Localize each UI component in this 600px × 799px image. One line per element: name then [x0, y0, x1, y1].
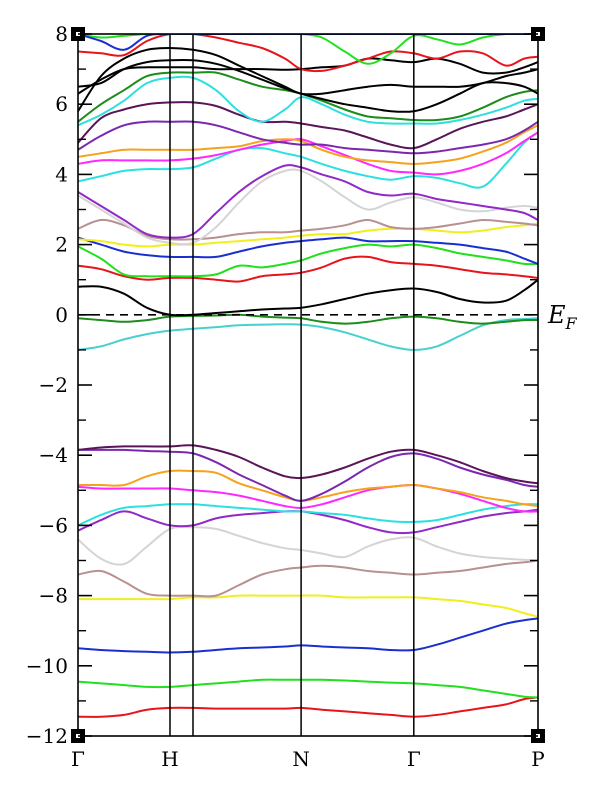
band-line-21	[78, 168, 538, 246]
band-line-19	[78, 222, 538, 248]
band-line-2	[78, 678, 538, 699]
fermi-level-label: EF	[547, 301, 578, 333]
ytick-label-2: 4	[55, 162, 68, 186]
kpoint-label-2: N	[292, 747, 310, 771]
band-line-24	[78, 131, 538, 176]
band-line-1	[78, 696, 538, 718]
band-line-18	[78, 236, 538, 265]
kpoint-label-1: H	[161, 747, 178, 771]
ytick-label-3: 2	[55, 233, 68, 257]
ytick-label-7: −6	[39, 513, 68, 537]
band-line-12	[78, 444, 538, 485]
band-line-3	[78, 617, 538, 654]
band-line-27	[78, 101, 538, 150]
band-line-28	[78, 75, 538, 127]
kpoint-label-0: Γ	[71, 747, 85, 771]
band-line-15	[78, 278, 538, 317]
ytick-label-1: 6	[55, 92, 68, 116]
band-line-34	[78, 34, 538, 65]
band-line-5	[78, 559, 538, 598]
band-lines	[78, 34, 538, 718]
band-line-10	[78, 469, 538, 508]
band-line-31	[78, 46, 538, 112]
band-line-20	[78, 218, 538, 241]
band-line-22	[78, 164, 538, 239]
kpoint-label-3: Γ	[407, 747, 421, 771]
band-line-4	[78, 594, 538, 618]
fermi-label-sub: F	[565, 314, 578, 333]
band-line-6	[78, 525, 538, 566]
ytick-label-10: −12	[26, 724, 68, 748]
fermi-label-main: E	[547, 301, 566, 329]
band-line-13	[78, 317, 538, 351]
band-line-33	[78, 34, 538, 73]
band-line-8	[78, 503, 538, 527]
axis-ticks	[78, 33, 538, 737]
band-line-11	[78, 448, 538, 502]
high-symmetry-lines	[169, 34, 415, 736]
band-line-32	[78, 57, 538, 95]
ytick-label-6: −4	[39, 443, 68, 467]
ytick-label-9: −10	[26, 654, 68, 678]
ytick-label-4: 0	[55, 303, 68, 327]
kpoint-label-4: P	[531, 747, 544, 771]
frame-rect	[77, 33, 539, 737]
band-line-29	[78, 71, 538, 123]
plot-frame	[71, 27, 545, 743]
band-line-16	[78, 255, 538, 283]
band-line-9	[78, 483, 538, 513]
ytick-label-8: −8	[39, 584, 68, 608]
band-line-17	[78, 243, 538, 278]
ytick-label-5: −2	[39, 373, 68, 397]
band-line-14	[78, 313, 538, 325]
band-line-30	[78, 58, 538, 113]
ytick-label-0: 8	[55, 22, 68, 46]
band-line-26	[78, 120, 538, 155]
band-line-23	[78, 131, 538, 189]
